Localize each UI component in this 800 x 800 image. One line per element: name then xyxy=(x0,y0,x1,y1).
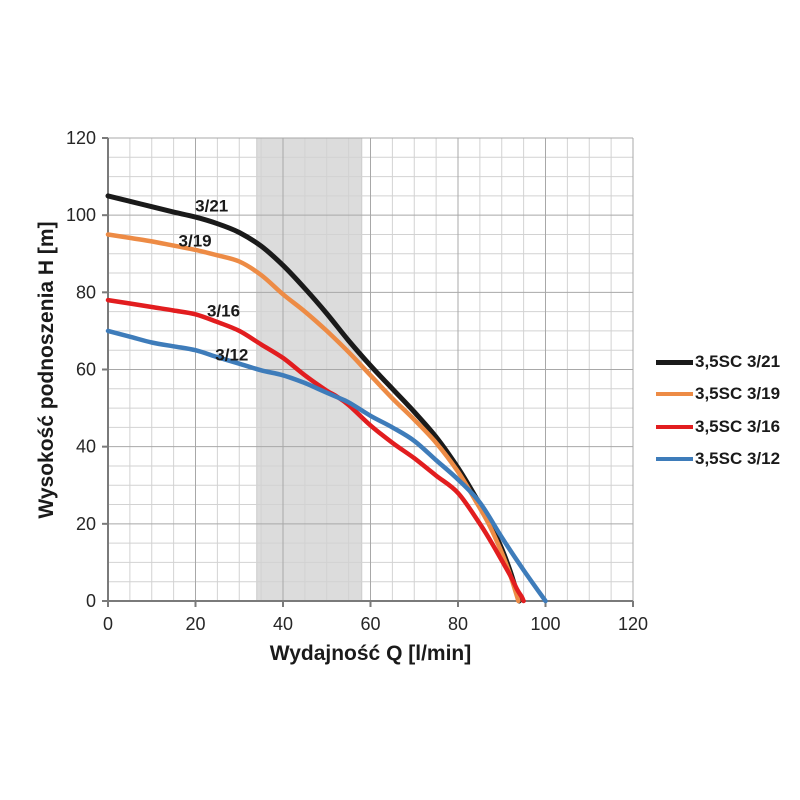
legend-label: 3,5SC 3/16 xyxy=(695,416,781,436)
legend-line-swatch xyxy=(656,392,693,397)
y-tick-label: 60 xyxy=(76,360,96,380)
x-tick-labels: 0 20 40 60 80 100 120 xyxy=(103,614,648,634)
legend-label: 3,5SC 3/19 xyxy=(695,384,781,404)
legend-item: 3,5SC 3/19 xyxy=(656,378,780,410)
x-tick-label: 40 xyxy=(273,614,293,634)
curve-3-5sc-3-12 xyxy=(105,328,548,604)
x-tick-label: 0 xyxy=(103,614,113,634)
legend-item: 3,5SC 3/12 xyxy=(656,443,780,475)
legend-item: 3,5SC 3/16 xyxy=(656,411,780,443)
y-tick-label: 20 xyxy=(76,514,96,534)
curve-label: 3/16 xyxy=(207,301,240,320)
legend-label: 3,5SC 3/21 xyxy=(695,352,781,372)
x-tick-label: 20 xyxy=(185,614,205,634)
y-tick-label: 80 xyxy=(76,282,96,302)
curve-label: 3/12 xyxy=(215,345,248,364)
y-tick-label: 40 xyxy=(76,437,96,457)
x-tick-label: 120 xyxy=(618,614,648,634)
y-tick-labels: 0 20 40 60 80 100 120 xyxy=(66,128,96,611)
y-tick-label: 120 xyxy=(66,128,96,148)
y-tick-label: 100 xyxy=(66,205,96,225)
pump-curves xyxy=(105,193,548,604)
y-tick-label: 0 xyxy=(86,591,96,611)
legend-line-swatch xyxy=(656,359,693,365)
curve-3-5sc-3-19 xyxy=(105,232,521,604)
legend-item: 3,5SC 3/21 xyxy=(656,346,780,378)
x-tick-label: 100 xyxy=(530,614,560,634)
x-tick-label: 80 xyxy=(448,614,468,634)
legend-line-swatch xyxy=(656,424,693,429)
legend-line-swatch xyxy=(656,457,693,462)
curve-label: 3/21 xyxy=(195,197,228,216)
x-tick-label: 60 xyxy=(360,614,380,634)
curve-labels: 3/21 3/19 3/16 3/12 xyxy=(179,197,249,365)
grid-major xyxy=(107,137,634,602)
legend-label: 3,5SC 3/12 xyxy=(695,449,781,469)
curve-label: 3/19 xyxy=(179,232,212,251)
legend: 3,5SC 3/21 3,5SC 3/19 3,5SC 3/16 3,5SC 3/12 xyxy=(656,346,780,475)
x-axis-title: Wydajność Q [l/min] xyxy=(269,642,472,665)
curve-3-5sc-3-16 xyxy=(105,297,526,604)
y-axis-title: Wysokość podnoszenia H [m] xyxy=(35,221,58,519)
